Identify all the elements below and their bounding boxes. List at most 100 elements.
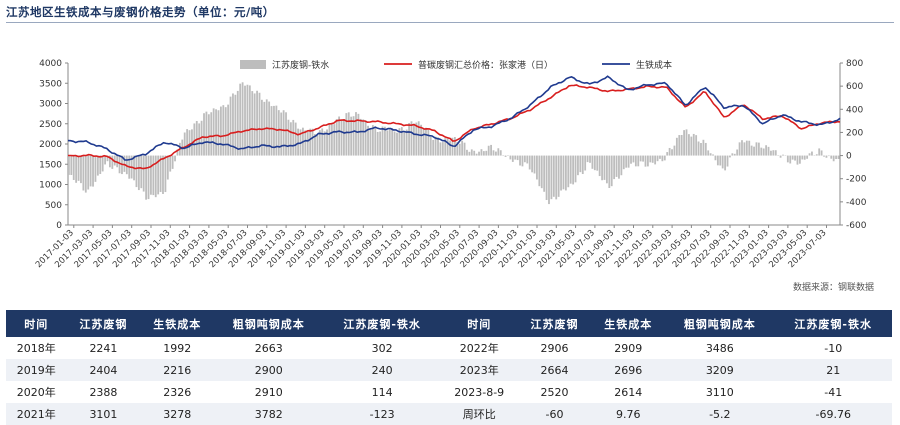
table-cell: 2520 (540, 385, 569, 399)
diff-bar (678, 135, 681, 156)
diff-bar (485, 150, 488, 156)
diff-bar (666, 152, 669, 156)
diff-bar (726, 155, 729, 167)
diff-bar (111, 155, 114, 169)
diff-bar (224, 107, 227, 156)
table-cell: 2023-8-9 (454, 385, 505, 399)
diff-bar (538, 155, 541, 187)
diff-bar (596, 155, 599, 171)
table-cell: 2404 (66, 359, 141, 381)
diff-bar (671, 149, 673, 156)
diff-bar (475, 153, 478, 156)
diff-bar (487, 145, 490, 156)
diff-bar (355, 112, 357, 156)
diff-bar (176, 149, 179, 156)
diff-bar (210, 112, 213, 156)
diff-bar (439, 142, 442, 156)
diff-bar (709, 153, 712, 156)
diff-bar (415, 122, 418, 156)
diff-bar (782, 154, 784, 156)
diff-bar (620, 155, 623, 176)
right-tick-label: 600 (846, 82, 863, 92)
diff-bar (668, 147, 671, 156)
diff-bar (803, 155, 806, 160)
diff-bar (335, 119, 338, 156)
diff-bar (786, 155, 789, 163)
diff-bar (584, 155, 587, 171)
diff-bar (774, 150, 777, 156)
diff-bar (794, 155, 796, 161)
diff-bar (574, 155, 577, 183)
table-row: 2020年 2388 2326 2910 114 2023-8-9 2520 2614 3110… (6, 381, 892, 403)
table-cell: -60 (517, 403, 592, 425)
diff-bar (577, 155, 579, 176)
diff-bar (89, 155, 92, 187)
diff-bar (796, 155, 799, 165)
diff-bar (789, 155, 792, 164)
diff-bar (601, 155, 603, 181)
diff-bar (683, 130, 685, 156)
diff-bar (137, 155, 140, 191)
diff-bar (514, 155, 517, 160)
diff-bar (125, 155, 128, 175)
diff-bar (622, 155, 625, 170)
diff-bar (244, 85, 246, 156)
diff-bar (82, 155, 85, 191)
diff-bar (456, 141, 459, 156)
diff-bar (408, 122, 410, 156)
diff-bar (642, 155, 644, 162)
diff-bar (557, 155, 560, 197)
diff-bar (425, 127, 427, 156)
diff-bar (92, 155, 94, 187)
table-cell: 302 (371, 341, 393, 355)
table-header-cell: 江苏废钢-铁水 (323, 310, 441, 337)
table-cell: -10 (824, 341, 843, 355)
table-cell: -5.2 (665, 403, 775, 425)
table-row: 2021年 3101 3278 3782 -123 周环比 -60 9.76 -5.2 -69.7… (6, 403, 892, 425)
diff-bar (832, 155, 835, 162)
diff-bar (239, 83, 242, 156)
diff-bar (357, 113, 360, 156)
diff-bar (449, 140, 451, 156)
diff-bar (70, 155, 73, 175)
diff-bar (750, 145, 753, 156)
table-cell: 21 (774, 359, 892, 381)
table-header-cell: 生铁成本 (140, 310, 215, 337)
diff-bar (285, 112, 287, 156)
diff-bar (548, 155, 550, 205)
diff-bar (528, 155, 531, 170)
table-header-cell: 时间 (440, 310, 518, 337)
diff-bar (757, 142, 760, 156)
table-cell: 2018年 (16, 342, 56, 355)
diff-bar (289, 122, 292, 156)
diff-bar (697, 141, 700, 156)
diff-bar (509, 155, 512, 160)
diff-bar (162, 155, 164, 194)
table-cell: 3486 (705, 341, 734, 355)
diff-bar (637, 155, 640, 167)
diff-bar (195, 120, 198, 156)
diff-bar (729, 155, 731, 158)
iron-cost-line (67, 75, 841, 161)
diff-bar (581, 155, 584, 175)
diff-bar (429, 136, 432, 156)
diff-bar (466, 149, 468, 156)
diff-bar (379, 131, 382, 156)
diff-bar (504, 155, 507, 157)
diff-bar (704, 142, 707, 156)
right-tick-label: -200 (846, 175, 867, 185)
table-header-cell: 生铁成本 (591, 310, 666, 337)
diff-bar (736, 149, 739, 156)
diff-bar (692, 133, 695, 156)
diff-bar (675, 137, 678, 156)
diff-bar (400, 127, 403, 156)
diff-bar (533, 155, 536, 174)
diff-bar (712, 154, 714, 156)
diff-bar (499, 150, 502, 156)
diff-bar (234, 94, 237, 156)
diff-bar (738, 142, 741, 156)
left-tick-label: 3500 (39, 79, 62, 89)
diff-bar (381, 126, 384, 156)
diff-bar (661, 155, 664, 162)
table-cell: 2664 (517, 359, 592, 381)
